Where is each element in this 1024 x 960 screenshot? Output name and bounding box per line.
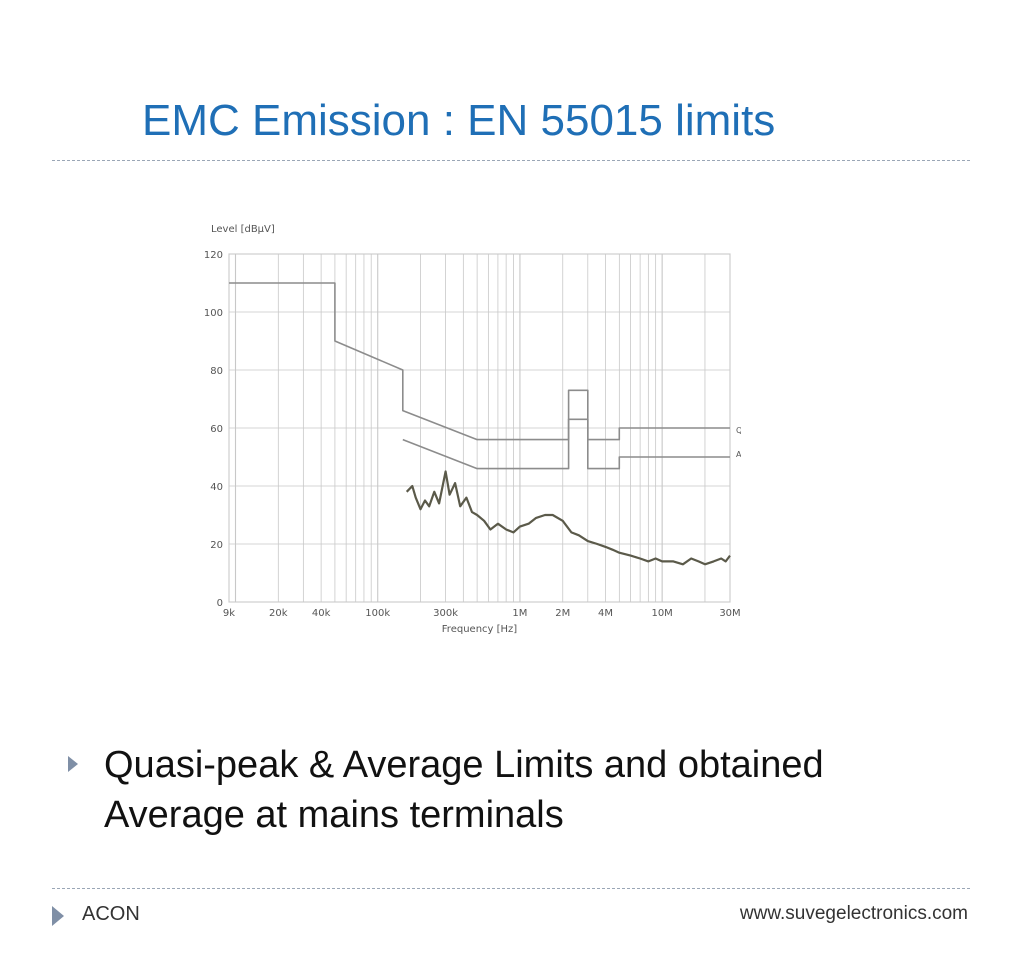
x-tick-label: 100k bbox=[365, 608, 390, 619]
y-tick-label: 80 bbox=[210, 366, 223, 377]
x-tick-label: 20k bbox=[269, 608, 288, 619]
x-axis-label: Frequency [Hz] bbox=[442, 624, 518, 635]
x-tick-label: 1M bbox=[512, 608, 527, 619]
emission-chart: 0 20 40 60 80 100 120 9k 20k 40k 100k 300k 1M 2M 4M 10M… bbox=[193, 208, 741, 653]
x-tick-label: 4M bbox=[598, 608, 613, 619]
x-tick-label: 2M bbox=[555, 608, 570, 619]
y-axis-label: Level [dBµV] bbox=[211, 224, 275, 235]
av-limit-line bbox=[402, 418, 730, 470]
y-tick-label: 120 bbox=[204, 250, 223, 261]
triangle-right-icon bbox=[68, 756, 78, 772]
y-tick-label: 60 bbox=[210, 424, 223, 435]
triangle-right-icon bbox=[52, 906, 64, 926]
y-tick-label: 0 bbox=[217, 598, 223, 609]
chart-svg: 0 20 40 60 80 100 120 9k 20k 40k 100k 300k 1M 2M 4M 10M… bbox=[204, 224, 741, 635]
bullet-text: Quasi-peak & Average Limits and obtained… bbox=[104, 744, 824, 836]
y-tick-label: 100 bbox=[204, 308, 223, 319]
footer-left-text: ACON bbox=[82, 903, 140, 925]
measurement-line bbox=[405, 470, 731, 566]
x-tick-label: 30M bbox=[719, 608, 740, 619]
series-label: Q.P.LIMIT bbox=[736, 426, 741, 435]
y-tick-label: 40 bbox=[210, 482, 223, 493]
footer-right-text: www.suvegelectronics.com bbox=[739, 903, 968, 924]
x-tick-label: 10M bbox=[651, 608, 672, 619]
slide-title: EMC Emission : EN 55015 limits bbox=[142, 96, 776, 145]
x-tick-label: 9k bbox=[223, 608, 235, 619]
series-label: A.V.LIMIT bbox=[736, 450, 741, 459]
x-tick-label: 300k bbox=[433, 608, 458, 619]
qp-limit-line bbox=[229, 282, 730, 441]
y-tick-label: 20 bbox=[210, 540, 223, 551]
x-tick-label: 40k bbox=[312, 608, 331, 619]
footer-divider bbox=[52, 888, 970, 889]
title-divider bbox=[52, 160, 970, 161]
